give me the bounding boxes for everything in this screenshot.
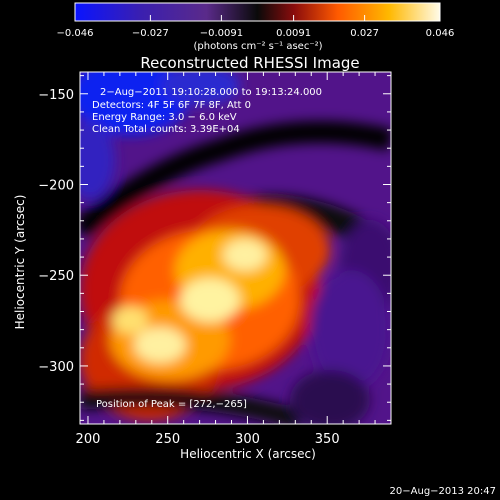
colorbar-tick-label: −0.046 xyxy=(56,28,93,39)
time-range-annotation: 2−Aug−2011 19:10:28.000 to 19:13:24.000 xyxy=(100,87,322,98)
y-axis-label: Heliocentric Y (arcsec) xyxy=(13,195,27,330)
heatmap-image xyxy=(80,72,391,424)
energy-range-annotation: Energy Range: 3.0 − 6.0 keV xyxy=(92,112,237,123)
y-tick-label: −200 xyxy=(38,178,74,193)
y-tick-label: −300 xyxy=(38,360,74,375)
colorbar-tick-label: −0.027 xyxy=(132,28,169,39)
colorbar-unit-label: (photons cm⁻² s⁻¹ asec⁻²) xyxy=(193,41,322,52)
x-tick-label: 350 xyxy=(315,432,340,447)
colorbar-svg: −0.046 −0.027 −0.0091 0.0091 0.027 0.046 (pho… xyxy=(56,2,454,52)
colorbar-tick-label: 0.0091 xyxy=(276,28,311,39)
x-axis-label: Heliocentric X (arcsec) xyxy=(180,447,316,461)
y-tick-label: −150 xyxy=(38,88,74,103)
y-tick-label: −250 xyxy=(38,269,74,284)
x-tick-label: 200 xyxy=(76,432,101,447)
chart-title: Reconstructed RHESSI Image xyxy=(140,54,359,72)
colorbar-tick-label: −0.0091 xyxy=(200,28,243,39)
detectors-annotation: Detectors: 4F 5F 6F 7F 8F, Att 0 xyxy=(92,100,251,111)
y-axis-ticks: −150 −200 −250 −300 xyxy=(38,75,391,421)
colorbar-ticks: −0.046 −0.027 −0.0091 0.0091 0.027 0.046 xyxy=(56,15,454,39)
x-tick-label: 250 xyxy=(155,432,180,447)
footer-timestamp: 20−Aug−2013 20:47 xyxy=(390,486,496,497)
clean-counts-annotation: Clean Total counts: 3.39E+04 xyxy=(92,124,240,135)
colorbar: −0.046 −0.027 −0.0091 0.0091 0.027 0.046 (pho… xyxy=(0,0,500,60)
x-axis-ticks: 200 250 300 350 xyxy=(76,72,376,447)
plot-frame xyxy=(79,71,392,425)
colorbar-tick-label: 0.046 xyxy=(426,28,455,39)
peak-position-annotation: Position of Peak = [272,−265] xyxy=(96,399,247,410)
colorbar-tick-label: 0.027 xyxy=(350,28,379,39)
colorbar-gradient xyxy=(74,2,441,22)
x-tick-label: 300 xyxy=(235,432,260,447)
